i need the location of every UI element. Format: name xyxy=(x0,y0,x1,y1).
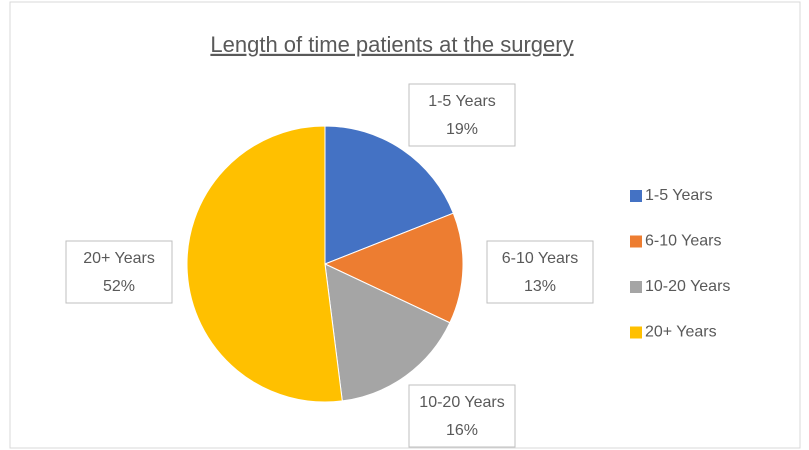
data-label-category: 10-20 Years xyxy=(419,394,504,411)
pie-slice xyxy=(324,125,454,265)
data-label-value: 52% xyxy=(103,278,135,295)
data-label-value: 19% xyxy=(446,121,478,138)
pie-slice xyxy=(324,263,451,402)
data-label-value: 16% xyxy=(446,422,478,439)
data-label-box xyxy=(408,384,516,448)
pie-slice xyxy=(186,125,343,403)
pie-slice xyxy=(323,212,464,324)
data-label-box xyxy=(65,240,173,304)
data-label-value: 13% xyxy=(524,278,556,295)
data-label-box xyxy=(486,240,594,304)
data-label-box xyxy=(408,83,516,147)
data-label-category: 6-10 Years xyxy=(502,250,579,267)
legend-swatch xyxy=(630,190,642,202)
legend-label: 6-10 Years xyxy=(645,233,722,250)
data-label-category: 20+ Years xyxy=(83,250,155,267)
legend-label: 10-20 Years xyxy=(645,278,730,295)
data-label-category: 1-5 Years xyxy=(428,93,496,110)
legend-swatch xyxy=(630,281,642,293)
legend-swatch xyxy=(630,326,642,339)
legend-label: 1-5 Years xyxy=(645,187,713,204)
legend-swatch xyxy=(630,235,642,248)
legend-label: 20+ Years xyxy=(645,324,717,341)
chart-title: Length of time patients at the surgery xyxy=(210,32,573,57)
